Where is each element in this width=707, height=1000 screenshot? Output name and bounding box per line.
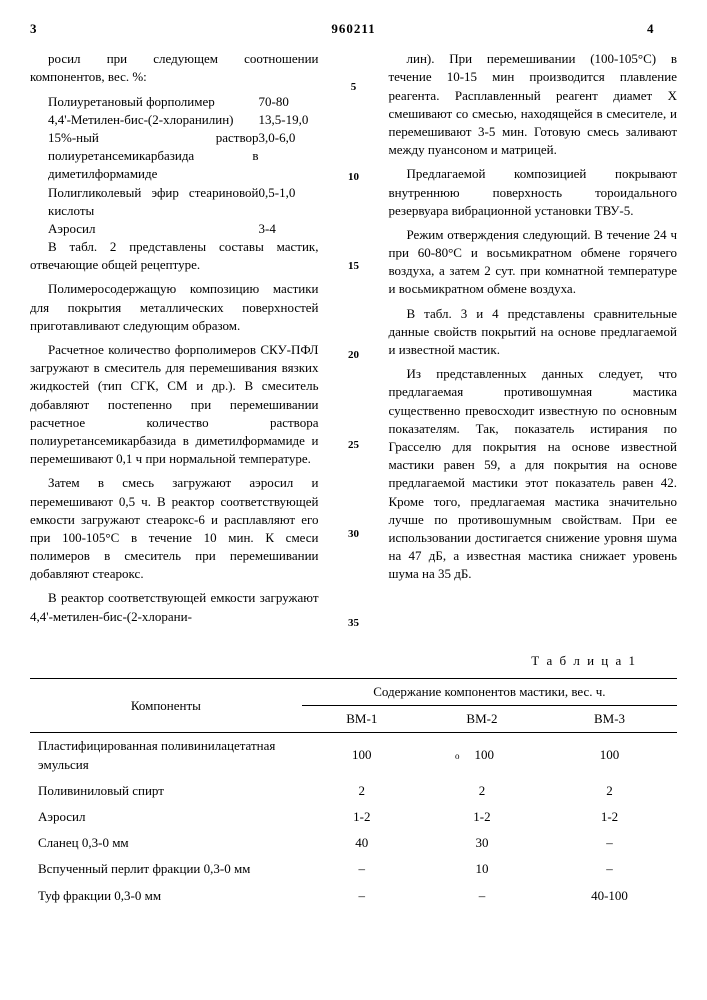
th-vm3: ВМ-3 [542, 706, 677, 733]
para: росил при следующем соотношении компонен… [30, 50, 319, 86]
para: Расчетное количество форполимеров СКУ-ПФ… [30, 341, 319, 468]
para: В реактор соответствующей емкости загруж… [30, 589, 319, 625]
line-numbers: 5 10 15 20 25 30 35 [344, 50, 364, 632]
table-section: Т а б л и ц а 1 Компоненты Содержание ко… [30, 652, 677, 909]
component-row: 4,4'-Метилен-бис-(2-хлоранилин) 13,5-19,… [30, 111, 319, 129]
left-column: росил при следующем соотношении компонен… [30, 50, 319, 632]
th-vm2: ВМ-2 [422, 706, 542, 733]
text-columns: росил при следующем соотношении компонен… [30, 50, 677, 632]
component-row: Аэросил 3-4 [30, 220, 319, 238]
para: Полимеросодержащую композицию мастики дл… [30, 280, 319, 335]
doc-number: 960211 [60, 20, 647, 38]
th-vm1: ВМ-1 [302, 706, 422, 733]
para: лин). При перемешивании (100-105°С) в те… [389, 50, 678, 159]
component-row: Полигликолевый эфир стеариновой кислоты … [30, 184, 319, 220]
page-num-left: 3 [30, 20, 60, 38]
para: Затем в смесь загружают аэросил и переме… [30, 474, 319, 583]
table-row: Поливиниловый спирт 2 2 2 [30, 778, 677, 804]
components-table: Компоненты Содержание компонентов мастик… [30, 678, 677, 909]
page-header: 3 960211 4 [30, 20, 677, 38]
component-row: Полиуретановый форполимер 70-80 [30, 93, 319, 111]
table-row: Пластифицированная поливинилацетатная эм… [30, 733, 677, 778]
th-components: Компоненты [30, 679, 302, 733]
table-title: Т а б л и ц а 1 [30, 652, 677, 670]
component-list: Полиуретановый форполимер 70-80 4,4'-Мет… [30, 93, 319, 239]
right-column: лин). При перемешивании (100-105°С) в те… [389, 50, 678, 632]
table-row: Вспученный перлит фракции 0,3-0 мм – 10 … [30, 856, 677, 882]
table-row: Сланец 0,3-0 мм 40 30 – [30, 830, 677, 856]
para: Предлагаемой композицией покрывают внутр… [389, 165, 678, 220]
table-body: Пластифицированная поливинилацетатная эм… [30, 733, 677, 909]
page-num-right: 4 [647, 20, 677, 38]
th-content: Содержание компонентов мастики, вес. ч. [302, 679, 677, 706]
para: В табл. 2 представлены составы мастик, о… [30, 238, 319, 274]
component-row: 15%-ный раствор полиуретансемикарбазида … [30, 129, 319, 184]
para: В табл. 3 и 4 представлены сравнительные… [389, 305, 678, 360]
para: Из представленных данных следует, что пр… [389, 365, 678, 583]
table-row: Аэросил 1-2 1-2 1-2 [30, 804, 677, 830]
para: Режим отверждения следующий. В течение 2… [389, 226, 678, 299]
table-row: Туф фракции 0,3-0 мм – – 40-100 [30, 883, 677, 909]
